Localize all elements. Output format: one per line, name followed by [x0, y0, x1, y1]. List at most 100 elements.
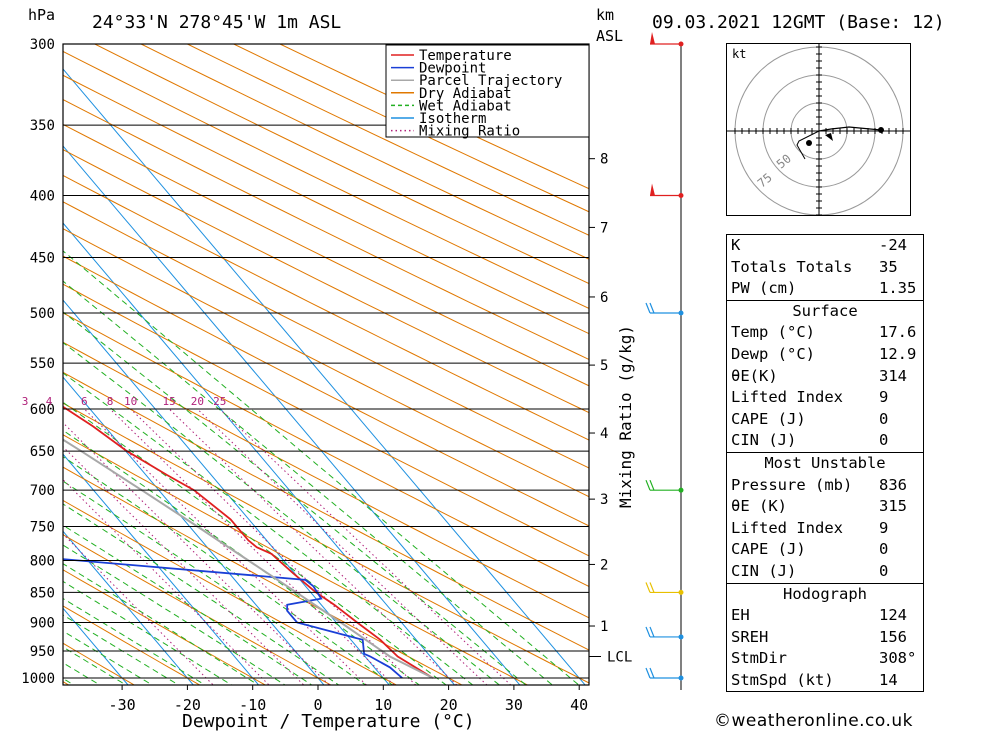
pressure-tick-label: 450 — [30, 251, 55, 267]
hodograph-panel: kt 75 50 — [726, 43, 911, 216]
mixing-ratio-label: 15 — [163, 395, 176, 408]
index-label: PW (cm) — [731, 279, 797, 298]
temperature-line — [63, 405, 434, 679]
km-tick-label: 6 — [600, 290, 608, 306]
index-label: Totals Totals — [731, 257, 853, 276]
isotherm-line — [63, 530, 194, 685]
hodograph-row: StmSpd (kt) 14 — [727, 670, 924, 692]
pressure-tick-label: 300 — [30, 37, 55, 53]
dry-adiabat-line — [63, 434, 529, 685]
legend-label: Isotherm — [419, 111, 486, 127]
mixing-ratio-labels: 12346810152025 — [22, 395, 227, 408]
dry-adiabat-line — [63, 642, 136, 685]
index-label: θE (K) — [731, 497, 787, 516]
index-value: 35 — [879, 257, 898, 276]
wet-adiabat-line — [63, 662, 101, 685]
mixing-ratio-line — [219, 408, 512, 685]
temp-tick-label: 0 — [313, 696, 322, 714]
temp-tick-label: -10 — [239, 696, 266, 714]
wet-adiabat-line — [63, 646, 127, 685]
datetime-title: 09.03.2021 12GMT (Base: 12) — [652, 12, 945, 33]
pressure-tick-label: 700 — [30, 483, 55, 499]
dry-adiabat-line — [139, 44, 589, 260]
hodograph-unit-label: kt — [732, 47, 746, 61]
hodograph-point — [878, 127, 884, 133]
wet-adiabat-line — [63, 280, 554, 685]
isotherm-line — [63, 376, 325, 685]
mixing-ratio-label: 20 — [191, 395, 204, 408]
index-label: Temp (°C) — [731, 323, 815, 342]
dry-adiabat-line — [63, 50, 589, 309]
wind-barb-feather — [645, 479, 651, 491]
index-label: CIN (J) — [731, 431, 797, 450]
lcl-label: LCL — [607, 650, 632, 666]
index-label: Lifted Index — [731, 388, 843, 407]
pressure-tick-label: 600 — [30, 402, 55, 418]
location-title: 24°33'N 278°45'W 1m ASL — [92, 12, 341, 33]
km-tick-label: 1 — [600, 619, 608, 635]
pressure-tick-label: 550 — [30, 356, 55, 372]
skew-t-axes: 3003504004505005506006507007508008509009… — [21, 37, 589, 714]
isotherm-line — [63, 299, 390, 685]
wet-adiabat-line — [63, 503, 340, 685]
dry-adiabat-line — [63, 99, 589, 361]
index-value: 124 — [879, 606, 907, 625]
wind-barb-feather — [645, 667, 651, 679]
dry-adiabat-line — [63, 201, 589, 469]
legend-box — [385, 44, 590, 138]
index-label: Dewp (°C) — [731, 344, 815, 363]
index-value: 836 — [879, 475, 907, 494]
wet-adiabat-line — [63, 342, 501, 685]
wind-barb-feather — [649, 582, 655, 593]
mixing-ratio-line — [83, 408, 368, 685]
x-axis-label: Dewpoint / Temperature (°C) — [182, 711, 475, 732]
wind-barb-feather — [649, 479, 655, 491]
legend-label: Dewpoint — [419, 61, 486, 77]
mixing-ratio-axis-label: Mixing Ratio (g/kg) — [616, 325, 635, 508]
wind-barb-feather — [645, 582, 651, 593]
most-unstable-header: Most Unstable — [726, 451, 924, 475]
surface-row: Temp (°C) 17.6 — [727, 322, 924, 344]
index-value: 315 — [879, 497, 907, 516]
most-unstable-row: θE (K) 315 — [727, 496, 924, 518]
index-label: SREH — [731, 627, 769, 646]
hodograph-row: EH 124 — [727, 605, 924, 627]
temp-tick-label: -20 — [174, 696, 201, 714]
isotherm-line — [63, 145, 521, 685]
mixing-ratio-line — [63, 533, 214, 685]
km-tick-label: 2 — [600, 557, 608, 573]
hodograph-row: SREH 156 — [727, 627, 924, 649]
index-row: K -24 — [727, 235, 924, 257]
surface-row: θE(K) 314 — [727, 366, 924, 388]
index-value: 0 — [879, 431, 889, 450]
wet-adiabat-line — [63, 480, 367, 685]
index-label: EH — [731, 606, 750, 625]
wind-barb-pennant — [650, 183, 655, 196]
surface-row: CIN (J) 0 — [727, 430, 924, 452]
most-unstable-row: CIN (J) 0 — [727, 561, 924, 583]
dry-adiabat-line — [186, 44, 589, 236]
dry-adiabat-line — [63, 123, 589, 387]
index-label: StmDir — [731, 649, 787, 668]
wet-adiabat-line — [63, 429, 421, 685]
surface-header: Surface — [726, 299, 924, 323]
index-value: 314 — [879, 366, 907, 385]
index-label: Pressure (mb) — [731, 475, 853, 494]
mixing-ratio-label: 8 — [107, 395, 114, 408]
wet-adiabat-line — [63, 250, 580, 685]
section-title: Surface — [726, 299, 924, 323]
mixing-ratio-line — [63, 422, 330, 685]
legend-label: Wet Adiabat — [419, 98, 512, 114]
temp-tick-label: 20 — [440, 696, 458, 714]
dry-adiabat-line — [63, 341, 589, 619]
legend-label: Mixing Ratio — [419, 124, 520, 140]
mixing-ratio-label: 25 — [213, 395, 226, 408]
temp-tick-label: 40 — [570, 696, 588, 714]
index-value: 308° — [879, 649, 917, 668]
index-label: CIN (J) — [731, 561, 797, 580]
isotherm-line — [63, 453, 260, 685]
index-label: Lifted Index — [731, 518, 843, 537]
